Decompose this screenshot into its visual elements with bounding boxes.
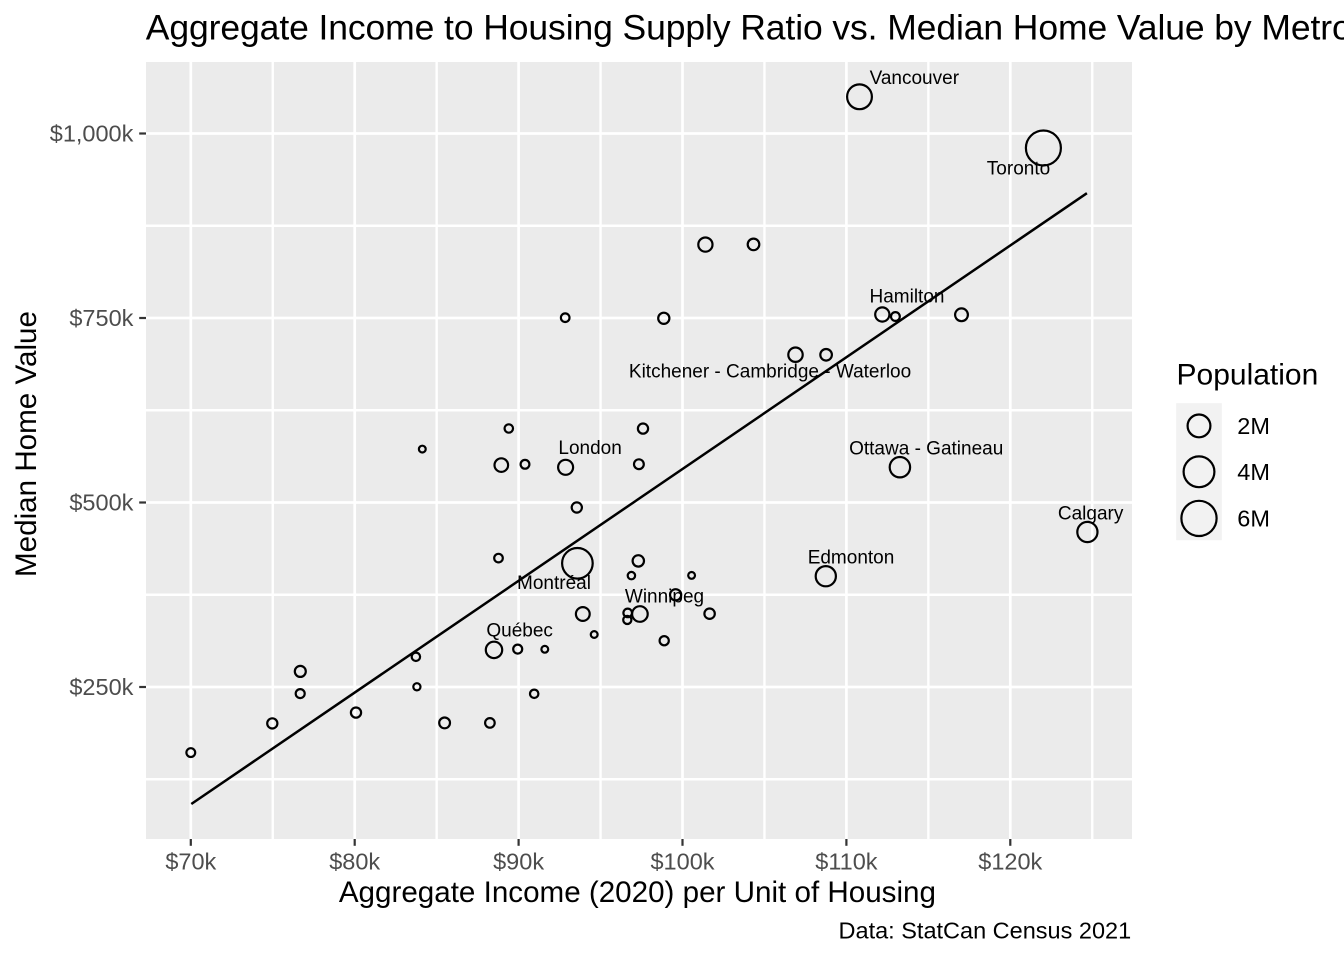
svg-text:London: London [558, 438, 621, 459]
svg-text:$90k: $90k [493, 848, 544, 874]
svg-text:2M: 2M [1237, 413, 1270, 439]
svg-text:$80k: $80k [329, 848, 380, 874]
svg-text:Edmonton: Edmonton [808, 548, 895, 569]
svg-text:$120k: $120k [978, 848, 1042, 874]
svg-text:Ottawa - Gatineau: Ottawa - Gatineau [849, 439, 1003, 460]
svg-text:$110k: $110k [815, 848, 878, 874]
svg-text:Population: Population [1177, 359, 1319, 392]
svg-text:Vancouver: Vancouver [870, 68, 960, 89]
svg-text:$250k: $250k [69, 674, 133, 700]
svg-text:Aggregate Income (2020) per Un: Aggregate Income (2020) per Unit of Hous… [339, 876, 936, 909]
svg-text:Québec: Québec [486, 620, 553, 641]
svg-text:4M: 4M [1237, 459, 1270, 485]
svg-text:Median Home Value: Median Home Value [10, 311, 43, 577]
svg-text:6M: 6M [1237, 506, 1270, 532]
svg-text:Aggregate Income to Housing Su: Aggregate Income to Housing Supply Ratio… [146, 8, 1344, 48]
svg-text:$500k: $500k [69, 490, 133, 516]
svg-text:Calgary: Calgary [1058, 504, 1124, 525]
svg-text:$1,000k: $1,000k [50, 121, 134, 147]
svg-text:Montréal: Montréal [517, 573, 591, 594]
svg-text:Winnipeg: Winnipeg [625, 586, 704, 607]
svg-text:Hamilton: Hamilton [870, 287, 945, 308]
svg-text:Data: StatCan Census 2021: Data: StatCan Census 2021 [839, 918, 1132, 944]
svg-text:$750k: $750k [69, 305, 133, 331]
svg-text:$70k: $70k [165, 848, 216, 874]
svg-text:Kitchener - Cambridge - Waterl: Kitchener - Cambridge - Waterloo [629, 362, 911, 383]
svg-text:Toronto: Toronto [987, 158, 1050, 179]
svg-text:$100k: $100k [650, 848, 714, 874]
